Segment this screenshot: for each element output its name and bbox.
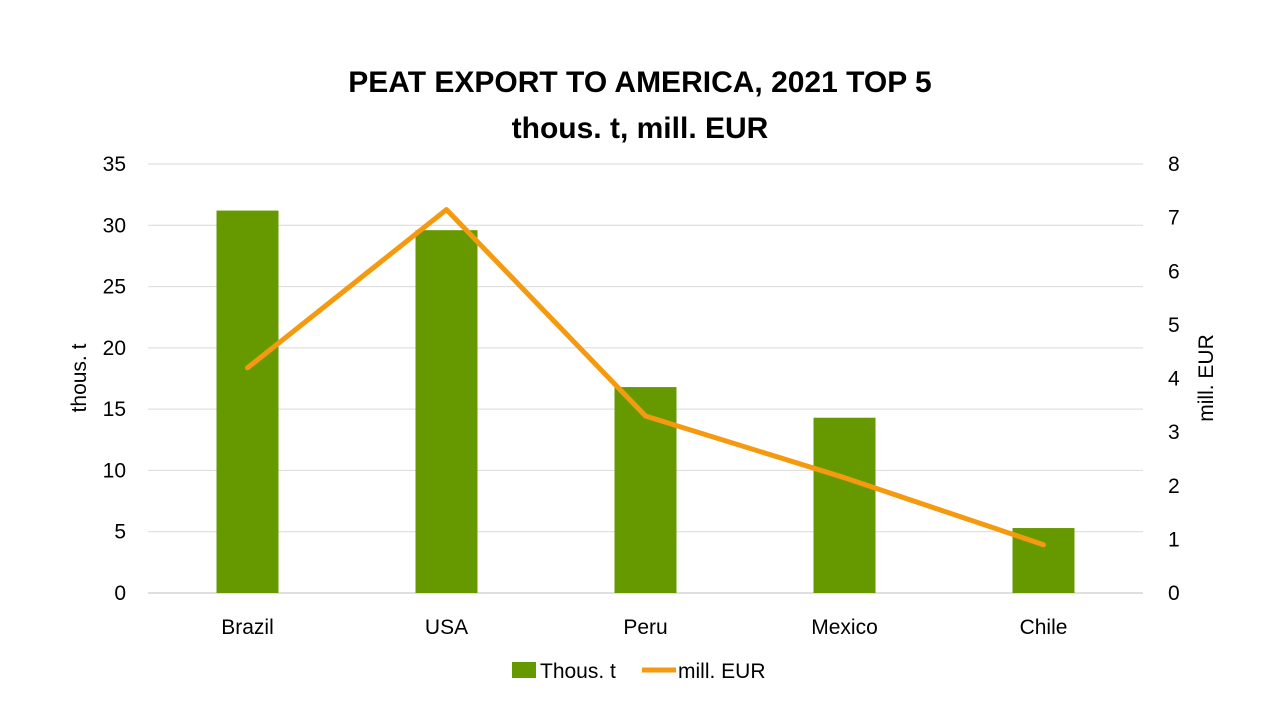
right-axis-title: mill. EUR [1195, 334, 1218, 422]
chart-subtitle: thous. t, mill. EUR [512, 112, 769, 145]
category-label: Mexico [811, 616, 878, 639]
right-tick-label: 7 [1168, 207, 1180, 230]
legend: Thous. t mill. EUR [512, 660, 766, 683]
right-tick-label: 8 [1168, 153, 1180, 176]
left-tick-label: 0 [114, 582, 126, 605]
left-tick-label: 35 [103, 153, 126, 176]
left-tick-label: 25 [103, 276, 126, 299]
right-tick-label: 2 [1168, 475, 1180, 498]
right-tick-label: 4 [1168, 368, 1180, 391]
legend-swatch-thous-t [512, 662, 536, 678]
bar-brazil [217, 211, 279, 593]
right-tick-label: 3 [1168, 421, 1180, 444]
right-axis-ticks: 0 1 2 3 4 5 6 7 8 [1168, 153, 1180, 605]
chart-title: PEAT EXPORT TO AMERICA, 2021 TOP 5 [348, 66, 932, 99]
left-tick-label: 20 [103, 337, 126, 360]
left-tick-label: 10 [103, 459, 126, 482]
right-tick-label: 0 [1168, 582, 1180, 605]
category-label: USA [425, 616, 468, 639]
category-label: Brazil [221, 616, 274, 639]
legend-label-thous-t: Thous. t [540, 660, 616, 683]
right-tick-label: 6 [1168, 260, 1180, 283]
category-label: Chile [1020, 616, 1068, 639]
category-labels: Brazil USA Peru Mexico Chile [221, 616, 1067, 639]
bar-mexico [814, 418, 876, 593]
left-axis-ticks: 0 5 10 15 20 25 30 35 [103, 153, 126, 605]
legend-label-mill-eur: mill. EUR [678, 660, 766, 683]
bar-usa [416, 230, 478, 593]
bar-series [217, 211, 1075, 593]
category-label: Peru [623, 616, 667, 639]
right-tick-label: 5 [1168, 314, 1180, 337]
left-tick-label: 5 [114, 521, 126, 544]
left-tick-label: 30 [103, 214, 126, 237]
left-axis-title: thous. t [68, 343, 91, 412]
right-tick-label: 1 [1168, 528, 1180, 551]
left-tick-label: 15 [103, 398, 126, 421]
